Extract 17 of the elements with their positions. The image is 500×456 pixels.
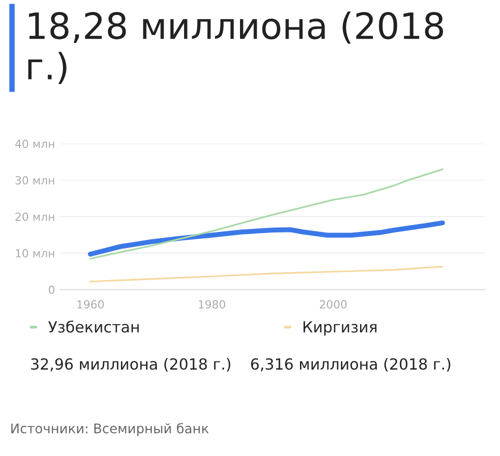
chart-title: 18,28 миллиона (2018 г.): [28, 11, 444, 84]
line-series: [90, 168, 444, 260]
y-tick-label: 20 млн: [16, 212, 54, 221]
x-tick-label: 1960: [77, 300, 104, 309]
line-series: [88, 220, 445, 257]
line-series: [90, 266, 444, 282]
y-tick-label: 0: [48, 286, 54, 294]
legend-label: Узбекистан: [48, 320, 139, 333]
y-tick-label: 30 млн: [16, 176, 54, 184]
text: 6,316 миллиона (2018 г.): [251, 358, 450, 372]
y-tick-label: 40 млн: [15, 140, 54, 148]
x-tick-label: 2000: [320, 300, 347, 309]
y-tick-label: 10 млн: [16, 249, 54, 258]
text: 32,96 миллиона (2018 г.): [31, 358, 230, 372]
x-tick-label: 1980: [198, 300, 226, 309]
text: Источники: Всемирный банк: [11, 422, 209, 436]
legend-label: Киргизия: [304, 321, 376, 336]
